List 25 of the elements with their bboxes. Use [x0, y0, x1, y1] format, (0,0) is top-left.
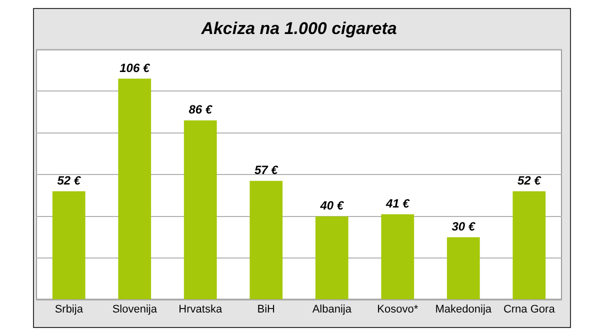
- chart-title: Akciza na 1.000 cigareta: [200, 18, 397, 38]
- data-label: 57 €: [254, 163, 280, 178]
- x-tick-label: Makedonija: [435, 303, 492, 316]
- bar: [381, 214, 414, 300]
- bar: [184, 120, 217, 300]
- bar: [512, 191, 546, 300]
- data-label: 30 €: [452, 220, 476, 234]
- data-label: 52 €: [517, 174, 542, 188]
- data-label: 86 €: [188, 102, 214, 117]
- data-label: 106 €: [120, 60, 151, 75]
- x-tick-label: Srbija: [54, 303, 84, 316]
- data-label: 52 €: [57, 174, 82, 188]
- bar: [250, 180, 283, 300]
- bar: [52, 191, 86, 300]
- x-tick-label: Albanija: [312, 303, 352, 316]
- bar: [315, 216, 348, 300]
- x-tick-label: BiH: [257, 303, 276, 316]
- x-tick-label: Kosovo*: [377, 303, 419, 316]
- x-tick-label: Crna Gora: [503, 303, 556, 316]
- data-label: 40 €: [319, 198, 345, 213]
- bar: [118, 78, 152, 300]
- x-tick-label: Slovenija: [112, 303, 158, 316]
- data-label: 41 €: [384, 196, 411, 211]
- x-tick-label: Hrvatska: [178, 303, 223, 316]
- bar: [446, 237, 480, 300]
